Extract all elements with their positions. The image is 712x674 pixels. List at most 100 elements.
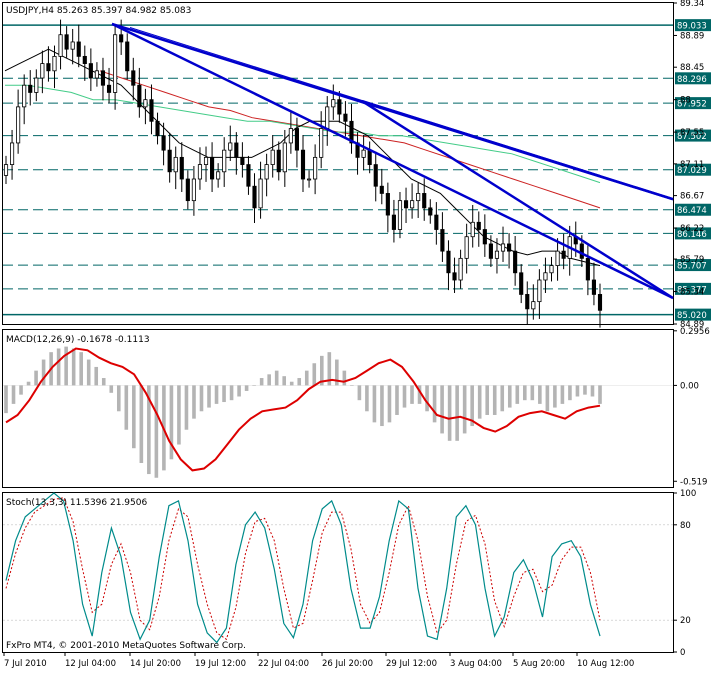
macd-histogram-bar bbox=[222, 385, 226, 403]
candle-body bbox=[591, 279, 597, 295]
candle-body bbox=[173, 156, 178, 173]
candle-body bbox=[70, 41, 75, 50]
macd-histogram-bar bbox=[447, 385, 452, 441]
candle-body bbox=[125, 41, 130, 72]
macd-axis-tick-label: 0.2956 bbox=[680, 327, 710, 337]
candle-body bbox=[34, 77, 39, 93]
candle-body bbox=[106, 84, 112, 93]
candle-body bbox=[216, 171, 221, 180]
price-level-label-bg bbox=[675, 72, 711, 85]
candle-body bbox=[343, 113, 348, 122]
macd-histogram-bar bbox=[259, 378, 264, 386]
candle-body bbox=[149, 99, 154, 122]
candle-body bbox=[428, 207, 433, 216]
macd-histogram-bar bbox=[342, 370, 347, 386]
price-axis-tick-label: 88.45 bbox=[680, 63, 704, 73]
candle-body bbox=[410, 200, 415, 209]
macd-histogram-bar bbox=[71, 348, 76, 386]
macd-histogram-bar bbox=[515, 385, 520, 404]
macd-histogram-bar bbox=[425, 385, 429, 412]
macd-histogram-bar bbox=[214, 385, 219, 404]
candle-body bbox=[294, 128, 300, 151]
macd-histogram-bar bbox=[252, 385, 256, 386]
stoch-axis-tick-label: 100 bbox=[680, 489, 696, 499]
price-axis-tick-label: 84.89 bbox=[680, 320, 704, 330]
candle-body bbox=[306, 178, 312, 181]
macd-histogram-bar bbox=[417, 385, 422, 404]
macd-histogram-bar bbox=[410, 385, 414, 404]
macd-histogram-bar bbox=[289, 381, 294, 386]
time-axis-tick-label: 12 Jul 04:00 bbox=[65, 659, 116, 669]
price-level-label-bg bbox=[675, 227, 711, 240]
macd-histogram-bar bbox=[154, 385, 159, 478]
macd-histogram-bar bbox=[319, 355, 324, 386]
candle-body bbox=[537, 279, 542, 303]
candle-body bbox=[476, 221, 481, 230]
macd-histogram-bar bbox=[387, 385, 392, 423]
candle-body bbox=[470, 221, 475, 238]
price-level-label: 89.033 bbox=[677, 22, 707, 32]
macd-histogram-bar bbox=[312, 363, 317, 386]
macd-histogram-bar bbox=[350, 385, 354, 386]
candle-body bbox=[100, 70, 106, 86]
price-level-label: 86.474 bbox=[677, 206, 707, 216]
macd-histogram-bar bbox=[244, 385, 249, 391]
time-axis-tick-label: 22 Jul 04:00 bbox=[258, 659, 309, 669]
macd-histogram-bar bbox=[553, 385, 557, 408]
macd-histogram-bar bbox=[402, 385, 407, 408]
macd-histogram-bar bbox=[282, 376, 287, 386]
macd-histogram-bar bbox=[207, 385, 211, 408]
candle-body bbox=[16, 106, 21, 144]
trendline bbox=[361, 99, 674, 201]
macd-histogram-bar bbox=[380, 385, 384, 427]
time-axis-tick-label: 7 Jul 2010 bbox=[4, 659, 47, 669]
macd-histogram-bar bbox=[395, 385, 399, 415]
macd-histogram-bar bbox=[116, 385, 121, 412]
candle-body bbox=[519, 272, 524, 295]
price-axis-tick-label: 88.89 bbox=[680, 31, 704, 41]
candle-body bbox=[282, 142, 287, 173]
macd-histogram-bar bbox=[568, 385, 572, 401]
candle-body bbox=[143, 99, 148, 108]
candle-body bbox=[367, 149, 372, 165]
candle-body bbox=[264, 164, 269, 180]
candle-body bbox=[349, 120, 354, 144]
macd-histogram-bar bbox=[432, 385, 437, 423]
candle-body bbox=[458, 257, 463, 281]
macd-header-label: MACD(12,26,9) -0.1678 -0.1113 bbox=[6, 335, 150, 345]
candle-body bbox=[379, 185, 384, 194]
time-axis-tick-label: 5 Aug 20:00 bbox=[513, 659, 565, 669]
candle-body bbox=[46, 63, 51, 72]
candle-body bbox=[373, 164, 378, 187]
macd-histogram-bar bbox=[560, 385, 565, 404]
macd-histogram-bar bbox=[19, 385, 23, 395]
price-level-label-bg bbox=[675, 308, 711, 321]
price-level-label-bg bbox=[675, 163, 711, 176]
macd-axis: 0.2956 0.00 -0.519 bbox=[673, 327, 710, 487]
price-axis-tick-label: 85.79 bbox=[680, 255, 704, 265]
candle-body bbox=[585, 257, 590, 281]
candle-body bbox=[94, 70, 99, 79]
macd-histogram-bar bbox=[440, 385, 444, 434]
price-level-label: 85.707 bbox=[677, 262, 707, 272]
candle-body bbox=[64, 34, 69, 50]
macd-histogram-bar bbox=[101, 378, 106, 386]
price-level-label-bg bbox=[675, 19, 711, 32]
candle-body bbox=[555, 250, 560, 266]
candle-body bbox=[549, 265, 554, 274]
candle-body bbox=[397, 200, 403, 230]
candlesticks bbox=[3, 19, 603, 328]
time-axis-tick-label: 14 Jul 20:00 bbox=[130, 659, 181, 669]
macd-histogram-bar bbox=[26, 381, 31, 386]
trendline bbox=[361, 100, 674, 300]
candle-body bbox=[203, 156, 209, 165]
price-level-label-bg bbox=[675, 97, 711, 110]
price-level-label: 88.296 bbox=[677, 75, 707, 85]
macd-histogram-bar bbox=[132, 385, 136, 449]
macd-histogram-bar bbox=[455, 385, 459, 441]
candle-body bbox=[185, 178, 190, 202]
candle-body bbox=[137, 84, 142, 108]
candle-body bbox=[28, 84, 33, 93]
candle-body bbox=[494, 250, 500, 259]
